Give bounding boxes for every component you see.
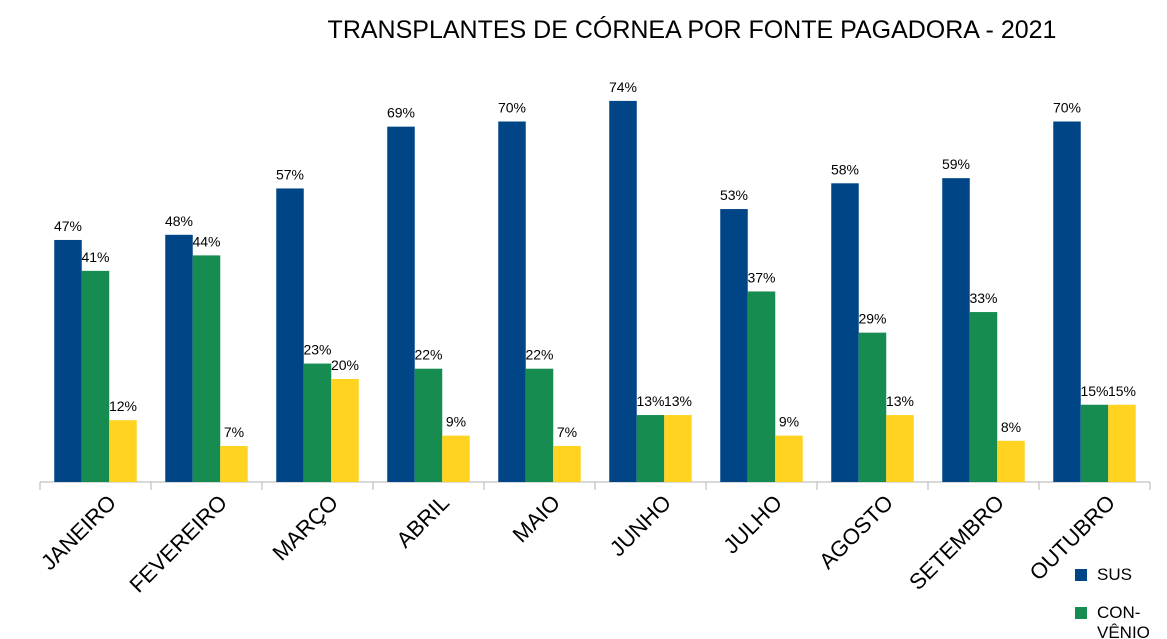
x-tick-label: JANEIRO xyxy=(36,490,121,575)
bar xyxy=(498,121,526,482)
x-tick-label: FEVEREIRO xyxy=(124,490,232,598)
value-label: 22% xyxy=(414,347,442,363)
value-label: 37% xyxy=(747,269,775,285)
bar xyxy=(81,270,110,482)
bar xyxy=(387,126,415,483)
x-tick-label: MAIO xyxy=(508,490,565,547)
x-tick-label: MARÇO xyxy=(267,490,343,566)
value-label: 48% xyxy=(165,213,193,229)
bar xyxy=(165,234,193,482)
value-label: 53% xyxy=(720,187,748,203)
value-label: 7% xyxy=(557,424,577,440)
legend-swatch xyxy=(1075,569,1087,581)
bar xyxy=(747,291,776,482)
value-label: 9% xyxy=(779,414,799,430)
value-label: 7% xyxy=(224,424,244,440)
bar xyxy=(858,332,887,482)
bar xyxy=(1108,404,1136,482)
bar xyxy=(775,435,803,482)
bar xyxy=(525,368,554,482)
bar xyxy=(831,183,859,483)
legend-entry: CON-VÊNIO xyxy=(1075,603,1150,639)
bar xyxy=(414,368,443,482)
bar xyxy=(636,415,665,482)
bar xyxy=(886,415,914,482)
legend-label: SUS xyxy=(1097,565,1132,584)
value-label: 69% xyxy=(387,105,415,121)
value-label: 57% xyxy=(276,166,304,182)
value-label: 13% xyxy=(664,393,692,409)
value-label: 22% xyxy=(525,347,553,363)
x-tick-label: SETEMBRO xyxy=(904,490,1009,595)
x-tick-label: JUNHO xyxy=(605,490,676,561)
bar xyxy=(1053,121,1081,482)
value-label: 59% xyxy=(942,156,970,172)
bar xyxy=(609,100,637,483)
value-label: 47% xyxy=(54,218,82,234)
value-label: 70% xyxy=(498,100,526,116)
value-label: 58% xyxy=(831,161,859,177)
value-label: 33% xyxy=(969,290,997,306)
bar xyxy=(969,312,998,482)
value-label: 8% xyxy=(1001,419,1021,435)
value-label: 13% xyxy=(886,393,914,409)
x-tick-label: AGOSTO xyxy=(814,490,898,574)
bar xyxy=(553,445,581,482)
chart-title: TRANSPLANTES DE CÓRNEA POR FONTE PAGADOR… xyxy=(328,15,1057,44)
bar xyxy=(303,363,332,482)
value-label: 41% xyxy=(81,249,109,265)
value-label: 29% xyxy=(858,311,886,327)
bar xyxy=(220,445,248,482)
value-label: 44% xyxy=(192,233,220,249)
value-label: 70% xyxy=(1053,100,1081,116)
bar xyxy=(1080,404,1109,482)
bar xyxy=(276,188,304,482)
legend-label: CON-VÊNIO xyxy=(1097,603,1150,639)
bar xyxy=(664,415,692,482)
x-tick-label: JULHO xyxy=(718,490,787,559)
value-label: 15% xyxy=(1080,383,1108,399)
bar xyxy=(331,379,359,482)
value-label: 74% xyxy=(609,79,637,95)
value-label: 20% xyxy=(331,357,359,373)
legend-swatch xyxy=(1075,607,1087,619)
x-tick-label: ABRIL xyxy=(391,490,454,553)
value-label: 15% xyxy=(1108,383,1136,399)
bar xyxy=(442,435,470,482)
bar xyxy=(720,209,748,483)
value-label: 23% xyxy=(303,342,331,358)
bar xyxy=(109,420,137,482)
value-label: 9% xyxy=(446,414,466,430)
bar xyxy=(192,255,221,482)
bar xyxy=(942,178,970,482)
bar xyxy=(54,239,82,482)
value-label: 12% xyxy=(109,398,137,414)
bar xyxy=(997,440,1025,482)
value-label: 13% xyxy=(636,393,664,409)
legend-entry: SUS xyxy=(1075,565,1145,585)
